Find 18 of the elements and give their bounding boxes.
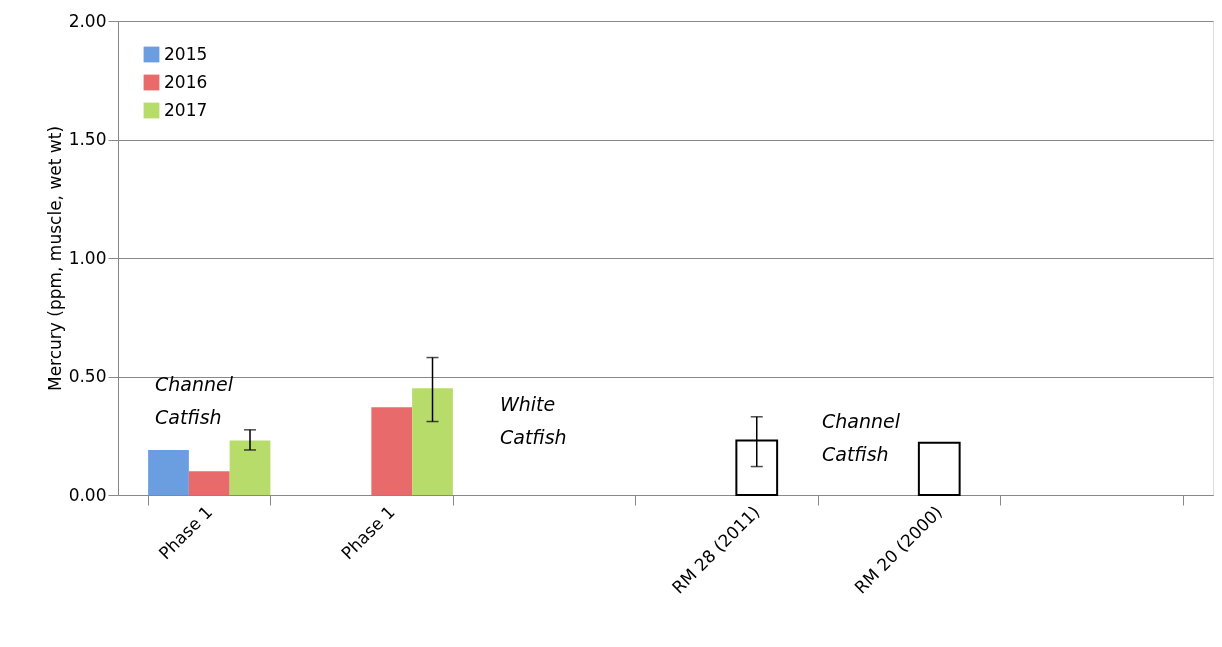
y-tick-label: 0.00 <box>68 484 107 505</box>
bar <box>148 449 189 495</box>
y-tick-label: 0.50 <box>68 366 107 386</box>
annotation: Channel Catfish <box>155 373 234 428</box>
bar <box>371 407 413 495</box>
legend-label: 2015 <box>164 43 208 64</box>
bar <box>188 471 230 495</box>
annotation: Channel Catfish <box>822 410 901 465</box>
y-tick-label: 2.00 <box>68 10 107 31</box>
bar <box>229 440 271 495</box>
y-tick-label: 1.50 <box>68 129 107 149</box>
legend-label: 2017 <box>164 99 208 120</box>
annotation: White Catfish <box>500 393 567 448</box>
legend-label: 2016 <box>164 71 208 92</box>
y-axis-title: Mercury (ppm, muscle, wet wt) <box>44 125 65 392</box>
bar <box>917 441 961 496</box>
y-tick-label: 1.00 <box>68 247 107 268</box>
bar <box>412 388 453 495</box>
